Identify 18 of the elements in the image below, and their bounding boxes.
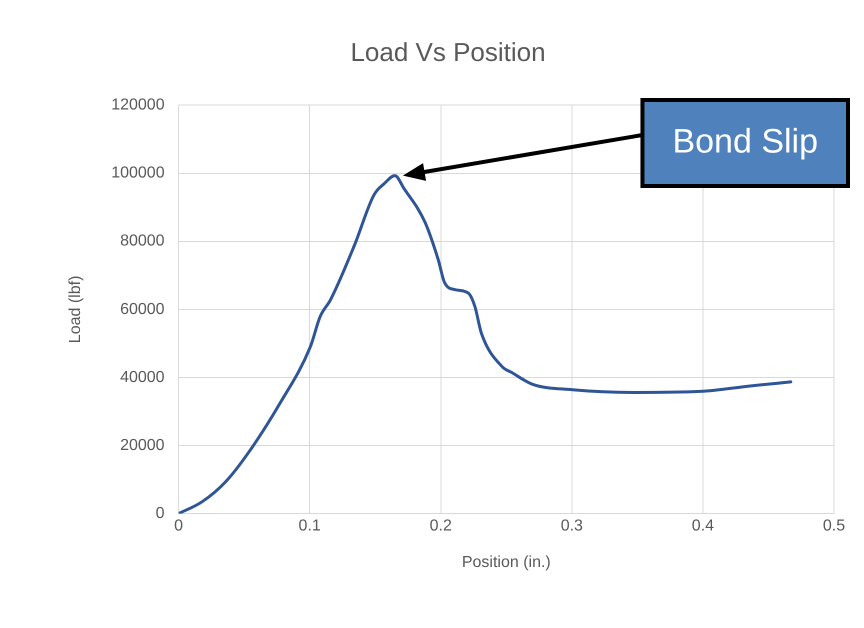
y-tick-label: 80000 xyxy=(120,232,165,250)
y-tick-label: 0 xyxy=(156,505,165,522)
x-tick-label: 0.2 xyxy=(430,518,452,535)
y-tick-label: 40000 xyxy=(120,368,165,386)
x-tick-label: 0.3 xyxy=(560,518,584,535)
x-tick-label: 0.1 xyxy=(298,518,321,535)
y-tick-label: 100000 xyxy=(111,164,165,182)
x-tick-label: 0.4 xyxy=(692,518,714,535)
x-axis-title: Position (in.) xyxy=(462,554,551,571)
x-tick-label: 0 xyxy=(174,518,184,535)
x-tick-label: 0.5 xyxy=(822,518,846,535)
y-tick-label: 120000 xyxy=(111,96,165,114)
y-axis-title: Load (lbf) xyxy=(67,276,84,344)
y-tick-label: 20000 xyxy=(120,436,165,454)
annotation: Bond Slip xyxy=(672,122,818,160)
chart-title: Load Vs Position xyxy=(350,36,546,67)
line-series xyxy=(178,174,792,514)
y-tick-label: 60000 xyxy=(120,300,165,318)
